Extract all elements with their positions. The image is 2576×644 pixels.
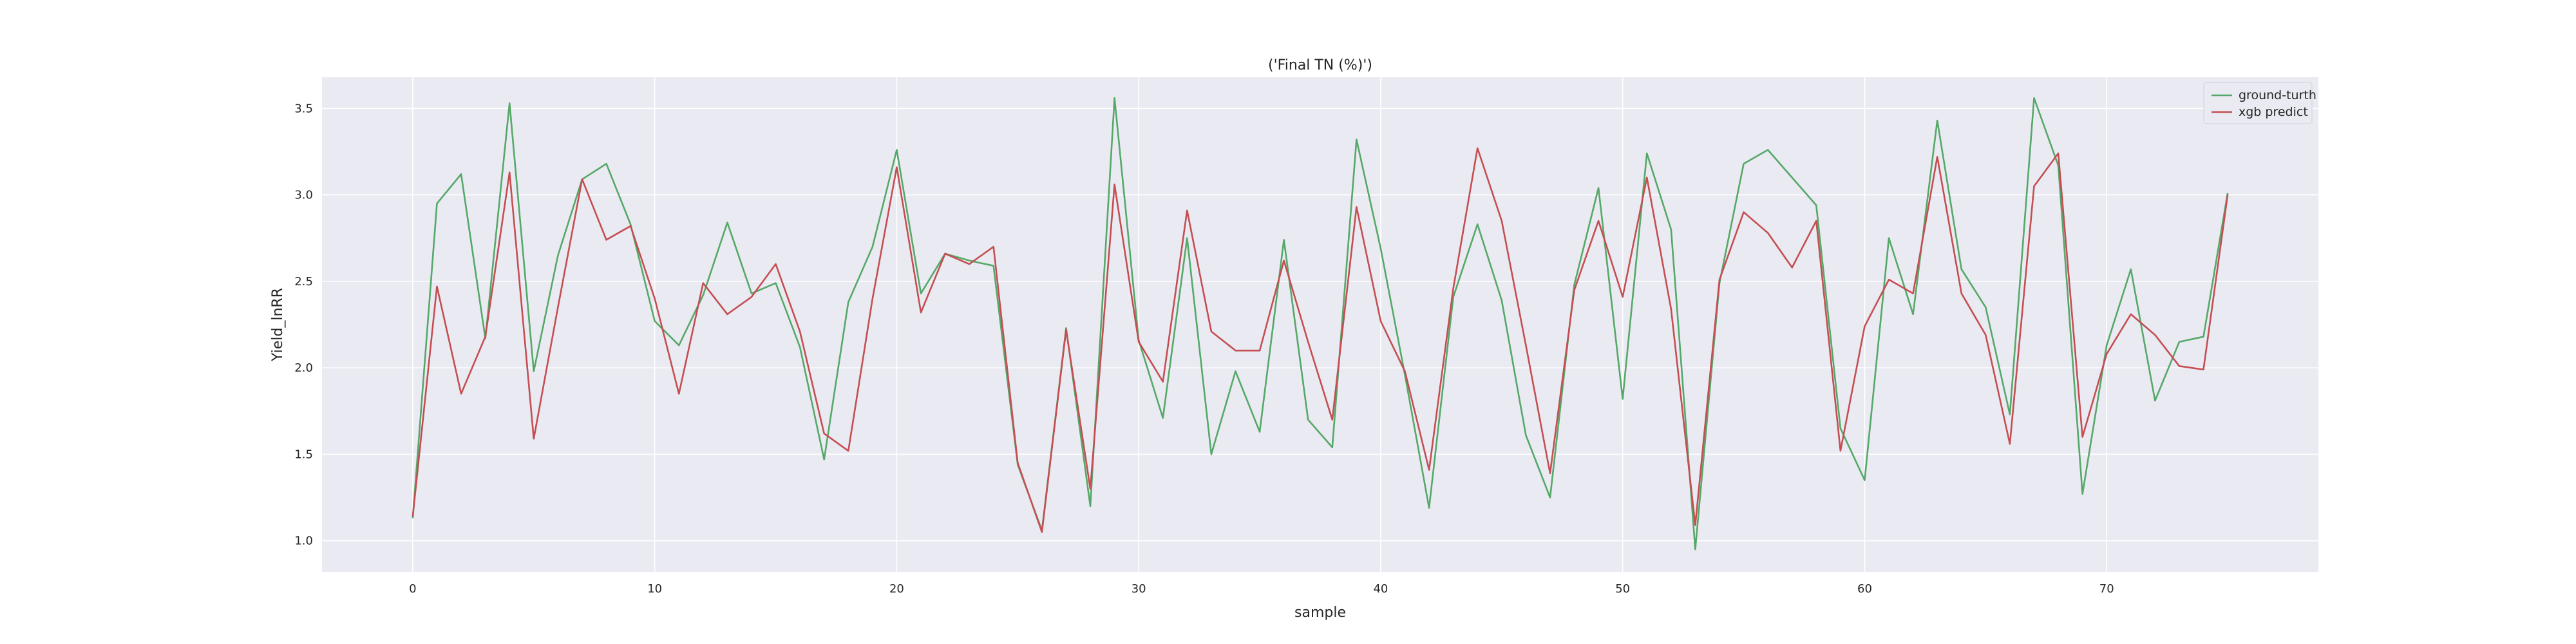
y-tick-label: 3.5 <box>294 102 313 115</box>
x-tick-label: 0 <box>409 582 416 596</box>
x-tick-label: 60 <box>1857 582 1872 596</box>
chart-title: ('Final TN (%)') <box>1268 57 1372 73</box>
y-tick-label: 2.5 <box>294 275 313 289</box>
y-axis-label: Yield_lnRR <box>270 288 286 362</box>
x-tick-label: 20 <box>889 582 904 596</box>
x-tick-label: 70 <box>2099 582 2114 596</box>
x-tick-label: 10 <box>647 582 662 596</box>
legend-frame <box>2203 82 2313 124</box>
y-tick-label: 2.0 <box>294 361 313 375</box>
x-tick-label: 50 <box>1615 582 1630 596</box>
legend: ground-turth xgb predict <box>2203 82 2316 124</box>
legend-entry: xgb predict <box>2239 105 2308 119</box>
series-line-xgb-predict <box>412 147 2229 533</box>
x-tick-label: 30 <box>1132 582 1146 596</box>
x-tick-label: 40 <box>1373 582 1388 596</box>
tick-labels: 0 10 20 30 40 50 60 70 1.0 1.5 2.0 2.5 3.0 3.5 <box>294 102 2114 596</box>
x-axis-label: sample <box>1294 605 1346 621</box>
grid-lines <box>322 77 2318 572</box>
y-tick-label: 1.5 <box>294 448 313 461</box>
series-layer <box>412 97 2229 551</box>
y-tick-label: 1.0 <box>294 535 313 548</box>
series-line-ground-turth <box>412 97 2229 551</box>
plot-background <box>322 77 2318 572</box>
legend-entry: ground-turth <box>2239 88 2316 102</box>
y-tick-label: 3.0 <box>294 189 313 202</box>
